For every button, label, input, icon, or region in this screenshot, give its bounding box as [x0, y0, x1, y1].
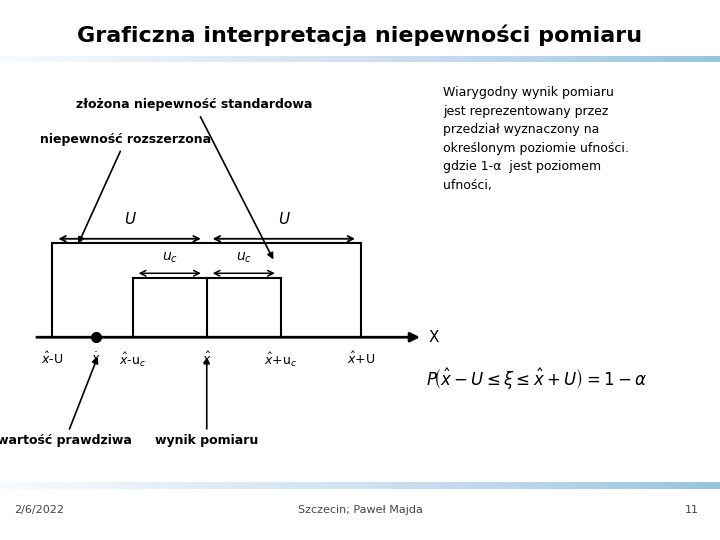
Text: Szczecin; Paweł Majda: Szczecin; Paweł Majda [297, 505, 423, 515]
Text: Wiarygodny wynik pomiaru
jest reprezentowany przez
przedział wyznaczony na
okreś: Wiarygodny wynik pomiaru jest reprezento… [443, 86, 629, 192]
Text: $\hat{x}$+u$_c$: $\hat{x}$+u$_c$ [264, 351, 297, 369]
Text: $u_c$: $u_c$ [235, 251, 252, 265]
Text: złożona niepewność standardowa: złożona niepewność standardowa [76, 98, 312, 258]
Text: $\hat{x}$: $\hat{x}$ [202, 351, 212, 367]
Text: 2/6/2022: 2/6/2022 [14, 505, 64, 515]
Text: 11: 11 [685, 505, 698, 515]
Text: wartość prawdziwa: wartość prawdziwa [0, 359, 132, 448]
Text: $\hat{x}$-U: $\hat{x}$-U [41, 351, 63, 367]
Text: U: U [124, 213, 135, 227]
Text: wynik pomiaru: wynik pomiaru [155, 359, 258, 448]
Text: $\hat{x}$-u$_c$: $\hat{x}$-u$_c$ [120, 351, 146, 369]
Text: $P\!\left(\hat{x}-U \leq \xi \leq \hat{x}+U\right)=1-\alpha$: $P\!\left(\hat{x}-U \leq \xi \leq \hat{x… [426, 366, 647, 391]
Text: niepewność rozszerzona: niepewność rozszerzona [40, 133, 211, 242]
Text: $\hat{x}$+U: $\hat{x}$+U [347, 351, 375, 367]
Text: $u_c$: $u_c$ [162, 251, 178, 265]
Text: U: U [279, 213, 289, 227]
Text: $\dot{x}$: $\dot{x}$ [91, 351, 101, 366]
Text: X: X [429, 330, 439, 345]
Text: Graficzna interpretacja niepewności pomiaru: Graficzna interpretacja niepewności pomi… [78, 24, 642, 46]
